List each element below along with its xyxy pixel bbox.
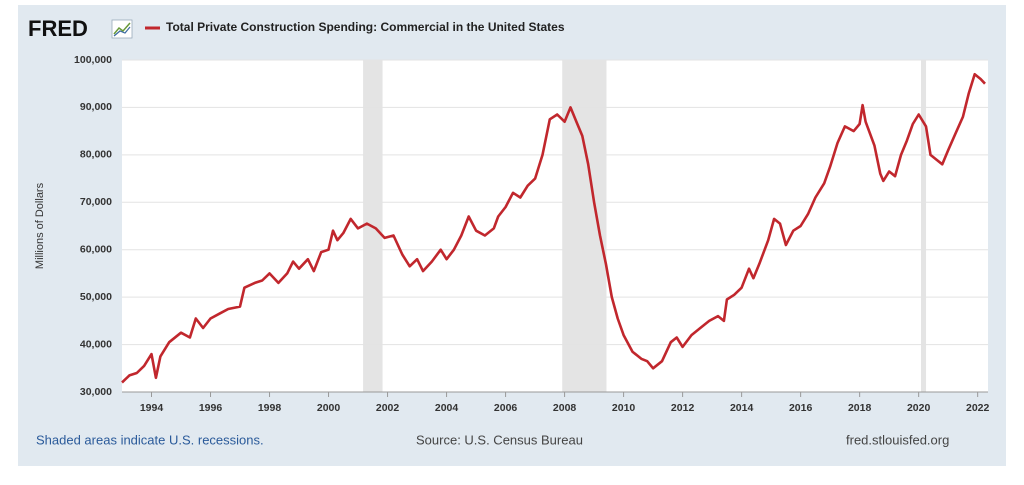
plot-area	[122, 60, 988, 392]
brand: FRED	[28, 16, 88, 41]
x-tick-label: 1998	[258, 402, 282, 414]
x-tick-label: 2022	[966, 402, 990, 414]
x-tick-label: 2004	[435, 402, 459, 414]
legend-label: Total Private Construction Spending: Com…	[166, 20, 565, 34]
y-tick-label: 40,000	[80, 338, 112, 350]
x-tick-label: 2012	[671, 402, 695, 414]
x-tick-label: 2008	[553, 402, 577, 414]
y-tick-label: 80,000	[80, 149, 112, 161]
y-tick-label: 50,000	[80, 291, 112, 303]
y-tick-label: 30,000	[80, 386, 112, 398]
x-tick-label: 2018	[848, 402, 872, 414]
y-tick-label: 100,000	[74, 54, 112, 66]
y-tick-label: 70,000	[80, 196, 112, 208]
x-tick-label: 2014	[730, 402, 754, 414]
y-tick-label: 90,000	[80, 101, 112, 113]
x-tick-label: 2016	[789, 402, 813, 414]
y-axis-label: Millions of Dollars	[34, 182, 46, 269]
data-line	[121, 72, 986, 384]
brand-icon	[111, 19, 133, 39]
x-tick-label: 2010	[612, 402, 636, 414]
x-tick-label: 2006	[494, 402, 518, 414]
x-tick-label: 2002	[376, 402, 400, 414]
x-tick-label: 2020	[907, 402, 931, 414]
recession-band	[921, 60, 927, 392]
y-tick-label: 60,000	[80, 243, 112, 255]
source-note: Source: U.S. Census Bureau	[416, 432, 583, 447]
recession-note: Shaded areas indicate U.S. recessions.	[36, 432, 264, 447]
x-tick-label: 1994	[140, 402, 164, 414]
x-tick-label: 1996	[199, 402, 223, 414]
x-tick-label: 2000	[317, 402, 341, 414]
site-note: fred.stlouisfed.org	[846, 432, 949, 447]
